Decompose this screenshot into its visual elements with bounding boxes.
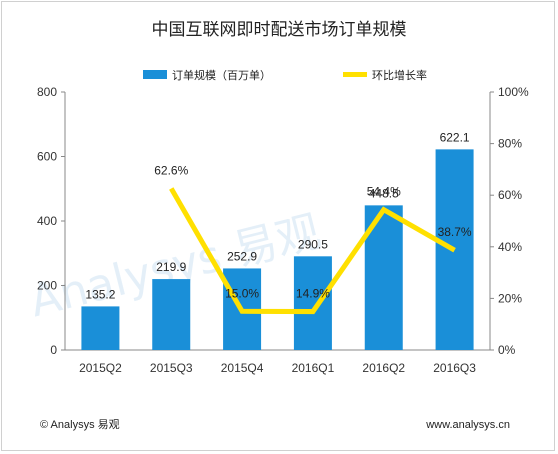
x-category-label: 2015Q2 xyxy=(79,361,122,375)
bar-2015Q2 xyxy=(81,306,120,350)
y-left-tick-labels: 0 200 400 600 800 xyxy=(37,85,65,357)
footer-website: www.analysys.cn xyxy=(425,419,510,431)
legend-line-label: 环比增长率 xyxy=(372,68,427,82)
y-right-tick-label: 0% xyxy=(498,343,516,357)
bar-2015Q3 xyxy=(152,279,191,350)
growth-rate-line xyxy=(169,187,456,315)
growth-rate-label: 54.4% xyxy=(367,185,401,199)
y-left-tick-label: 600 xyxy=(37,150,57,164)
bar-value-label: 448.5 xyxy=(369,186,399,200)
bar-value-label: 135.2 xyxy=(85,287,115,301)
y-right-tick-labels: 0% 20% 40% 60% 80% 100% xyxy=(490,85,529,357)
bar-value-label: 219.9 xyxy=(156,260,186,274)
y-right-tick-label: 100% xyxy=(498,85,529,99)
x-category-label: 2015Q3 xyxy=(150,361,193,375)
legend-line-swatch xyxy=(343,72,367,77)
y-right-tick-label: 60% xyxy=(498,188,522,202)
footer-copyright: © Analysys 易观 xyxy=(40,418,120,431)
bar-value-label: 252.9 xyxy=(227,249,257,263)
x-category-label: 2015Q4 xyxy=(221,361,264,375)
y-right-tick-label: 80% xyxy=(498,137,522,151)
legend-bar-swatch xyxy=(143,70,167,79)
bar-2016Q1 xyxy=(293,256,332,350)
y-left-tick-label: 0 xyxy=(50,343,57,357)
bar-value-label: 290.5 xyxy=(298,237,328,251)
growth-line-layer xyxy=(169,187,456,315)
chart-title: 中国互联网即时配送市场订单规模 xyxy=(152,20,407,40)
bar-value-labels: 135.2 219.9 252.9 290.5 448.5 622.1 xyxy=(85,130,470,301)
y-left-tick-label: 400 xyxy=(37,214,57,228)
growth-rate-label: 38.7% xyxy=(438,225,472,239)
growth-rate-labels: 62.6% 15.0% 14.9% 54.4% 38.7% xyxy=(154,163,472,300)
legend-bar-label: 订单规模（百万单） xyxy=(172,68,271,82)
x-category-labels: 2015Q2 2015Q3 2015Q4 2016Q1 2016Q2 2016Q3 xyxy=(79,361,476,375)
growth-rate-label: 14.9% xyxy=(296,287,330,301)
y-left-tick-label: 800 xyxy=(37,85,57,99)
y-left-tick-label: 200 xyxy=(37,279,57,293)
x-category-label: 2016Q2 xyxy=(362,361,405,375)
y-right-tick-label: 20% xyxy=(498,291,522,305)
x-category-label: 2016Q3 xyxy=(433,361,476,375)
growth-rate-label: 15.0% xyxy=(225,286,259,300)
y-right-tick-label: 40% xyxy=(498,240,522,254)
legend: 订单规模（百万单） 环比增长率 xyxy=(143,68,427,82)
growth-rate-label: 62.6% xyxy=(154,163,188,177)
x-category-label: 2016Q1 xyxy=(292,361,335,375)
bar-value-label: 622.1 xyxy=(440,130,470,144)
